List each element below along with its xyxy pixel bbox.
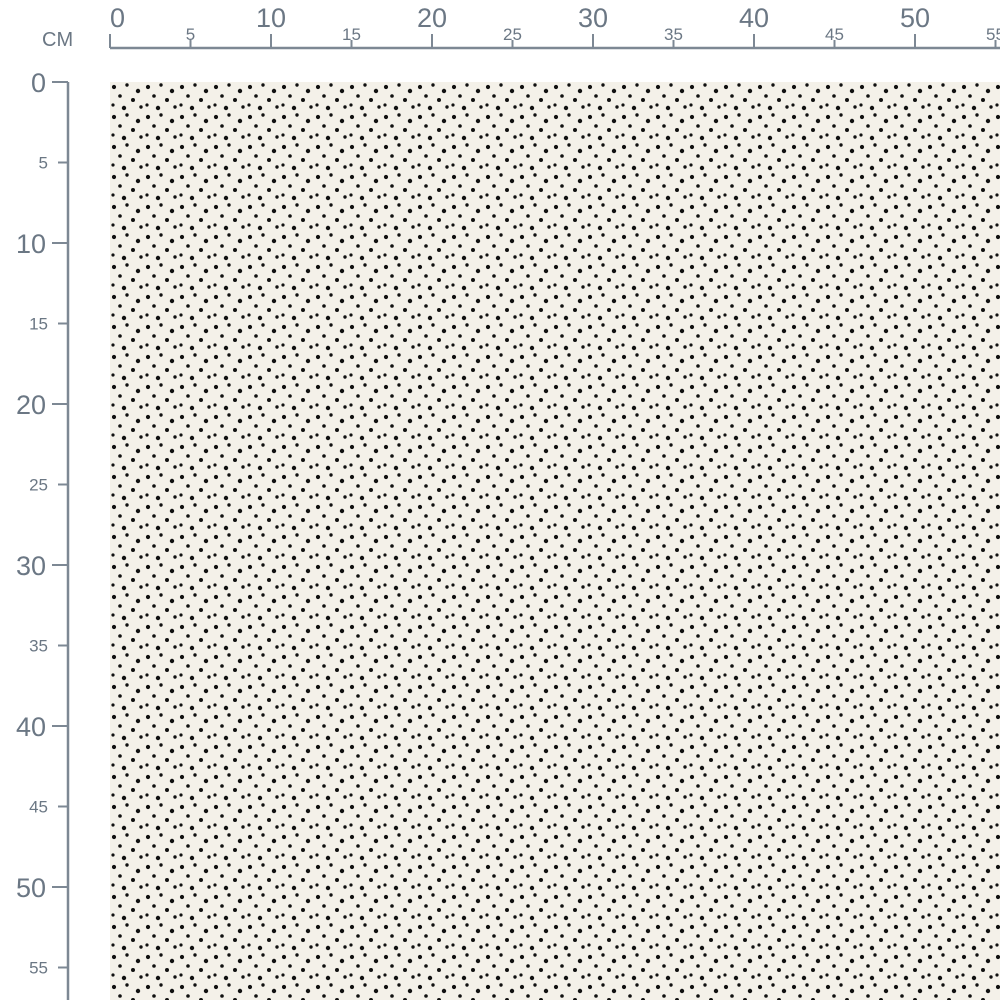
top-ruler-label: 35 [664, 25, 683, 44]
left-ruler-label: 50 [16, 873, 46, 903]
left-ruler-label: 20 [16, 390, 46, 420]
left-ruler-label: 45 [29, 798, 48, 817]
top-ruler-label: 30 [578, 3, 608, 33]
top-ruler-label: 20 [417, 3, 447, 33]
left-ruler-label: 0 [31, 68, 46, 98]
left-ruler-label: 55 [29, 959, 48, 978]
top-ruler-label: 50 [900, 3, 930, 33]
fabric-swatch [110, 82, 1000, 1000]
top-ruler-label: 45 [825, 25, 844, 44]
left-ruler-label: 35 [29, 637, 48, 656]
left-ruler-label: 25 [29, 476, 48, 495]
top-ruler-label: 5 [186, 25, 195, 44]
top-ruler-label: 0 [110, 3, 125, 33]
left-ruler-label: 10 [16, 229, 46, 259]
top-ruler-label: 55 [986, 25, 1000, 44]
left-ruler-label: 15 [29, 315, 48, 334]
left-ruler-label: 40 [16, 712, 46, 742]
top-ruler-label: 15 [342, 25, 361, 44]
left-ruler-label: 5 [39, 154, 48, 173]
top-ruler-label: 40 [739, 3, 769, 33]
top-ruler-label: 10 [256, 3, 286, 33]
left-ruler-label: 30 [16, 551, 46, 581]
top-ruler-label: 25 [503, 25, 522, 44]
unit-label: CM [42, 29, 73, 51]
